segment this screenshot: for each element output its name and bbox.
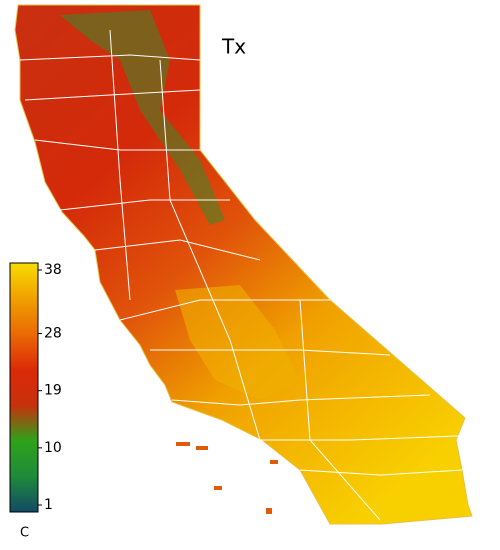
county-lines xyxy=(19,29,463,521)
central-valley xyxy=(175,285,300,400)
county-line xyxy=(299,469,463,476)
county-line xyxy=(94,239,261,261)
colorbar: 38 28 19 10 1C xyxy=(9,262,62,541)
colorbar-tick-label: 19 xyxy=(44,383,62,399)
county-line xyxy=(19,54,201,61)
island xyxy=(214,486,222,490)
island xyxy=(196,446,208,450)
islands xyxy=(176,442,278,514)
colorbar-tick-label: 28 xyxy=(44,326,62,342)
colorbar-tick-label: 38 xyxy=(44,262,62,278)
island xyxy=(270,460,278,464)
county-line xyxy=(109,29,131,301)
island xyxy=(266,508,272,514)
county-line xyxy=(171,394,431,406)
county-line xyxy=(150,349,391,356)
colorbar-tick-label: 1 xyxy=(44,497,53,513)
california xyxy=(14,4,473,525)
county-line xyxy=(59,199,230,211)
colorbar-tick-label: 10 xyxy=(44,440,62,456)
county-line xyxy=(119,299,330,321)
county-line xyxy=(159,59,261,441)
colorbar-fill xyxy=(9,262,39,513)
county-line xyxy=(299,299,381,521)
colorbar-unit: C xyxy=(20,526,29,541)
island xyxy=(176,442,190,446)
county-line xyxy=(260,435,459,441)
state-map xyxy=(14,4,473,525)
map-title: Tx xyxy=(221,35,246,59)
north-mountains xyxy=(60,10,225,225)
county-line xyxy=(34,139,200,151)
county-line xyxy=(24,89,201,101)
